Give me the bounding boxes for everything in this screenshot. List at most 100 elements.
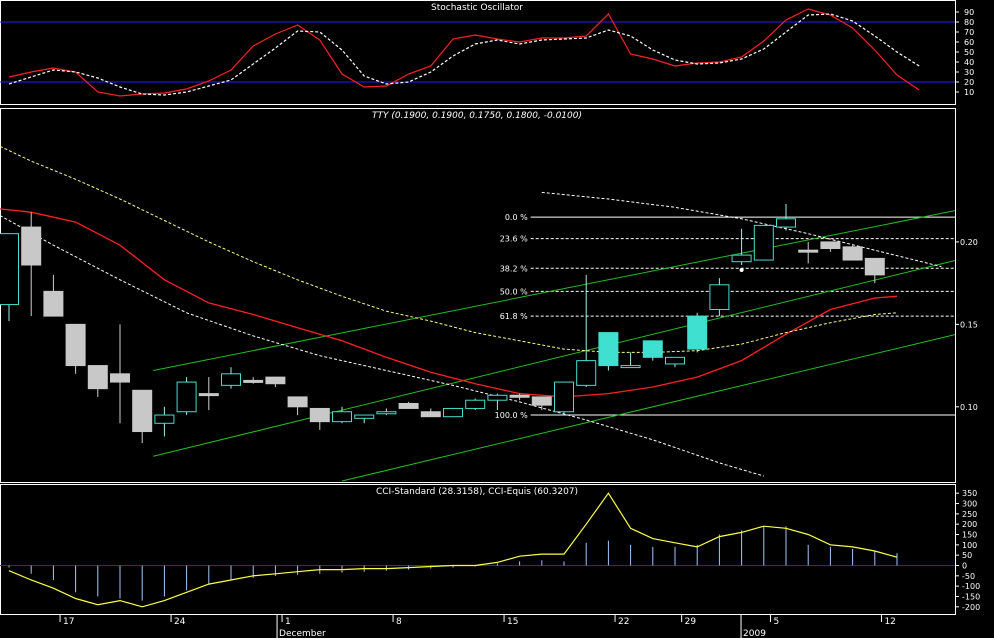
cci-tick-label: 100 [962, 541, 977, 550]
candle-body [376, 411, 397, 415]
candle-body [776, 218, 796, 228]
candle-body [354, 414, 375, 419]
candle [753, 224, 774, 261]
candle [198, 377, 219, 411]
cci-tick-label: 300 [962, 500, 977, 509]
cci-tick-label: -100 [962, 582, 980, 591]
cci-tick-label: 200 [962, 520, 977, 529]
cci-equis-line [8, 492, 898, 608]
candle-body [0, 233, 19, 306]
fib-level-label: 23.6 % [500, 235, 528, 244]
candle [820, 241, 841, 252]
cci-tick-label: -50 [962, 572, 975, 581]
candle [642, 340, 663, 361]
moving-average-2 [0, 145, 898, 353]
trend-channel-lines [153, 210, 956, 482]
candle-body [531, 396, 552, 406]
price-tick-label: 0.10 [960, 403, 978, 412]
date-tick-label: 24 [174, 617, 186, 627]
candle [0, 233, 19, 322]
candle [576, 274, 597, 388]
candle [776, 203, 796, 231]
price-y-axis: 0.20 0.15 0.10 [955, 238, 978, 412]
candle-body [509, 394, 530, 398]
candle [420, 408, 441, 418]
fib-level-label: 50.0 % [500, 287, 528, 296]
candle [243, 377, 264, 384]
candle-body [398, 403, 419, 409]
stochastic-tick-label: 80 [964, 18, 974, 27]
cci-tick-label: 350 [962, 489, 977, 498]
candle-body [620, 365, 641, 369]
candle-body [420, 411, 441, 418]
stochastic-tick-label: 90 [964, 8, 974, 17]
candle [465, 398, 486, 411]
candle [354, 414, 375, 424]
cci-panel-frame [0, 484, 956, 615]
candle-body [443, 407, 463, 418]
candle [110, 324, 130, 424]
date-tick-label: 12 [884, 617, 895, 627]
candle-body [487, 394, 508, 401]
candle-body [43, 290, 64, 317]
candle-body [265, 376, 286, 385]
cci-tick-label: -200 [962, 603, 980, 612]
date-tick-label: 8 [396, 617, 402, 627]
price-tick-label: 0.20 [960, 238, 978, 247]
candle-body [665, 356, 685, 365]
candle [332, 406, 352, 424]
fib-level-label: 61.8 % [500, 312, 528, 321]
price-panel: TTY (0.1900, 0.1900, 0.1750, 0.1800, -0.… [0, 108, 978, 483]
cci-tick-label: -150 [962, 592, 980, 601]
stochastic-tick-label: 60 [964, 38, 974, 47]
stochastic-tick-label: 20 [964, 78, 974, 87]
candle-body [198, 393, 219, 397]
candle-body [842, 246, 863, 261]
candle-body [176, 381, 197, 413]
candle [443, 407, 463, 418]
stochastic-tick-label: 50 [964, 48, 974, 57]
candle-body [753, 224, 774, 261]
price-tick-label: 0.15 [960, 320, 978, 329]
date-tick-label: 15 [507, 617, 518, 627]
candle [709, 278, 730, 317]
candle [487, 393, 508, 411]
moving-average-4 [541, 191, 942, 268]
candle-body [21, 226, 42, 266]
candle-body [709, 284, 730, 311]
candle-body [154, 414, 175, 424]
candle-body [598, 332, 619, 367]
candle-body [243, 379, 264, 383]
moving-averages [0, 145, 942, 477]
fib-level-label: 100.0 % [495, 411, 528, 420]
stochastic-reference-lines [0, 21, 955, 83]
stochastic-tick-label: 30 [964, 68, 974, 77]
candle [221, 367, 241, 389]
trend-line-3 [341, 334, 956, 482]
candle [554, 381, 574, 416]
candle [265, 376, 286, 388]
fibonacci-retracement: 0.0 % 23.6 % 38.2 % 50.0 % 61.8 % 100.0 % [495, 213, 955, 420]
candlesticks [0, 203, 885, 444]
date-major-label: 2009 [743, 629, 766, 638]
candle-body [687, 315, 708, 350]
candle [309, 407, 330, 430]
candle [798, 241, 819, 264]
candle [598, 332, 619, 371]
candle [531, 396, 552, 411]
candle [176, 377, 197, 416]
date-tick-label: 1 [285, 617, 291, 627]
price-title: TTY (0.1900, 0.1900, 0.1750, 0.1800, -0.… [372, 111, 582, 121]
candle [132, 389, 153, 444]
stochastic-tick-label: 40 [964, 58, 974, 67]
stochastic-k-line [8, 8, 920, 97]
cci-tick-label: 150 [962, 531, 977, 540]
candle [509, 393, 530, 401]
candle-body [731, 254, 752, 263]
candle-body [554, 381, 574, 413]
candle [154, 406, 175, 437]
trend-line-2 [153, 260, 956, 457]
candle [43, 274, 64, 317]
candle [731, 228, 752, 265]
